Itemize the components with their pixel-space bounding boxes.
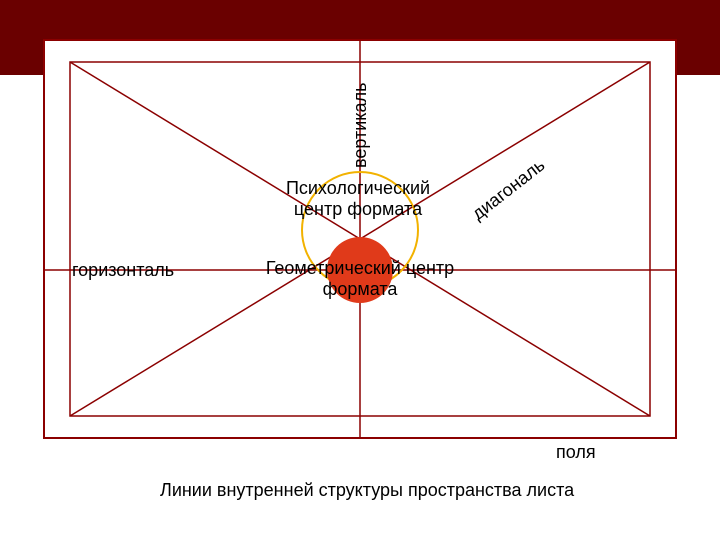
label-psychological: Психологический центр формата <box>258 178 458 219</box>
label-horizontal: горизонталь <box>72 260 174 281</box>
caption: Линии внутренней структуры пространства … <box>160 480 574 501</box>
diagram-stage: горизонталь вертикаль диагональ Психолог… <box>0 0 720 540</box>
label-geometric: Геометрический центр формата <box>250 258 470 299</box>
label-vertical: вертикаль <box>350 83 371 168</box>
label-fields: поля <box>556 442 596 463</box>
